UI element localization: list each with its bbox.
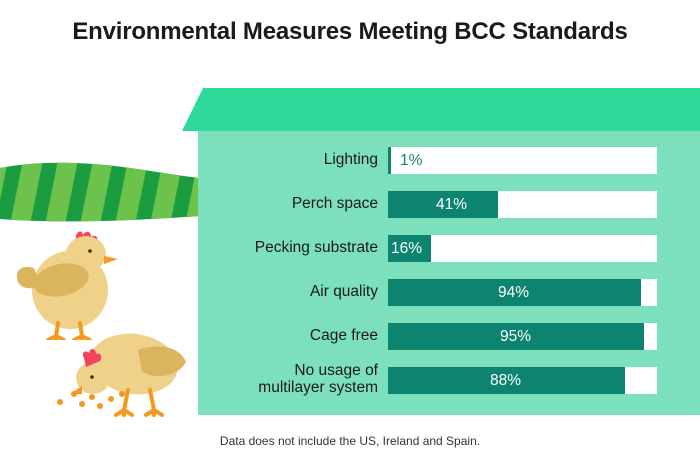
bar-track-perch-space: 41% [388,190,657,218]
pecking-chicken [62,322,194,420]
barn-roof-shape [182,88,700,131]
bar-row-pecking-substrate: Pecking substrate 16% [198,233,700,263]
field-svg [0,162,200,222]
bar-fill-cage-free [388,322,644,350]
bar-fill-pecking-substrate [388,234,431,262]
bar-label-lighting: Lighting [323,150,378,168]
standing-chicken-svg [16,231,118,342]
chicken-legs [114,388,164,417]
page-title: Environmental Measures Meeting BCC Stand… [72,18,628,45]
chicken-legs [46,321,92,342]
bar-fill-perch-space [388,190,499,218]
bar-value-cage-free: 95% [500,327,532,345]
bar-label-pecking-substrate: Pecking substrate [254,238,378,256]
chicken-wing [138,346,186,377]
chicken-eye [88,249,92,253]
bar-value-air-quality: 94% [498,283,530,301]
bar-track-pecking-substrate: 16% [388,234,657,262]
bar-label-air-quality: Air quality [309,282,378,300]
chicken-eye [90,375,94,379]
bar-track-cage-free: 95% [388,322,657,350]
bar-label-perch-space: Perch space [291,194,378,212]
bar-label-cage-free: Cage free [309,326,378,344]
seeds-svg [57,391,125,409]
bar-fill-air-quality [388,278,641,306]
bar-value-pecking-substrate: 16% [391,239,423,257]
bar-track-air-quality: 94% [388,278,657,306]
bar-fill-lighting [388,146,391,174]
pecking-chicken-svg [70,333,186,417]
bar-row-air-quality: Air quality 94% [198,277,700,307]
bar-row-lighting: Lighting 1% [198,145,700,175]
striped-grass-field [0,160,200,222]
barn-roof-svg [182,88,700,131]
bar-track-lighting: 1% [388,146,657,174]
bar-track-no-multilayer: 88% [388,366,657,394]
chicken-feed-seeds [56,388,136,410]
bar-chart-plot-area: Lighting 1% Perch space 41% Pecking subs… [198,131,700,415]
bar-row-cage-free: Cage free 95% [198,321,700,351]
bar-row-no-multilayer: No usage of multilayer system 88% [198,362,700,396]
bar-row-perch-space: Perch space 41% [198,189,700,219]
footnote-text: Data does not include the US, Ireland an… [219,434,481,448]
chicken-comb-icon [82,348,102,367]
bar-value-lighting: 1% [400,151,423,169]
chicken-beak-icon [104,256,118,264]
chicken-head [66,236,106,272]
bar-value-no-multilayer: 88% [490,371,522,389]
bar-label-no-multilayer: No usage of multilayer system [258,362,378,396]
bar-fill-no-multilayer [388,366,625,394]
standing-chicken [14,228,124,342]
bar-value-perch-space: 41% [436,195,468,213]
chicken-wing [33,263,89,297]
